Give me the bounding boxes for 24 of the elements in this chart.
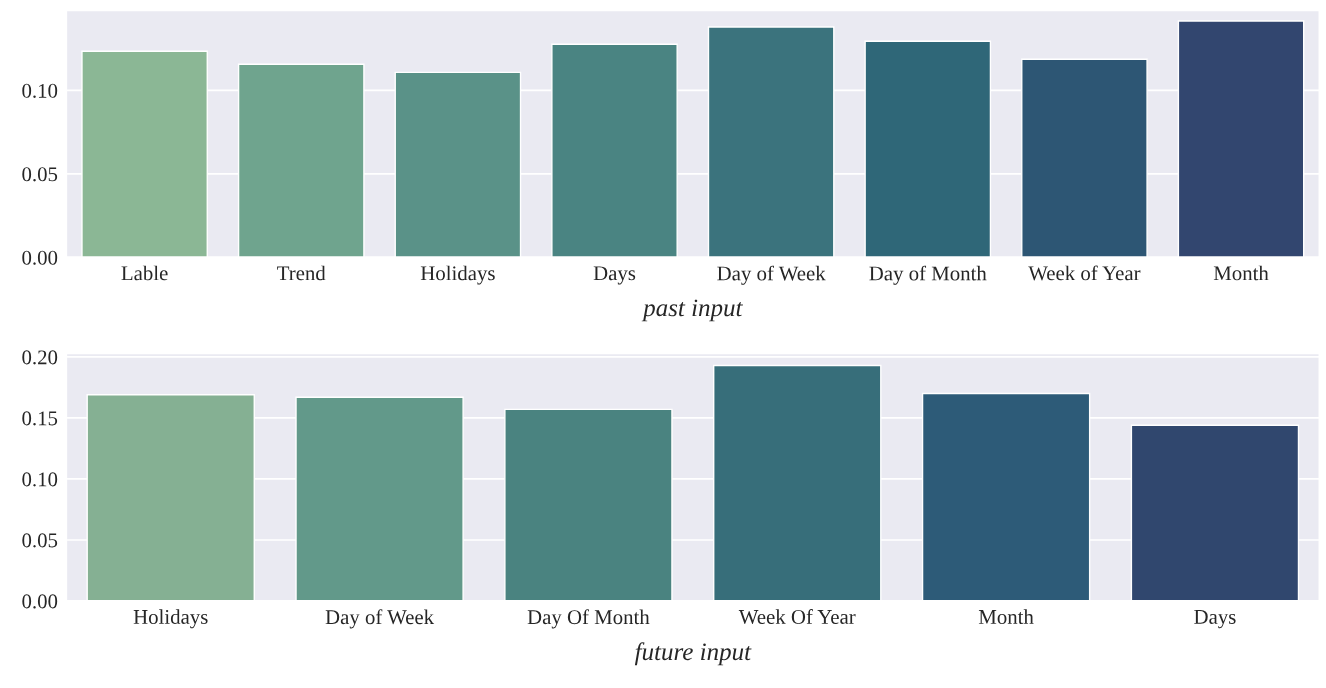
y-tick-label: 0.05 <box>22 533 58 548</box>
y-tick-label: 0.10 <box>22 83 58 98</box>
y-tick-label: 0.00 <box>22 594 58 609</box>
x-axis-title: future input <box>634 642 752 666</box>
x-tick-label: Day of Week <box>717 265 826 285</box>
x-tick-label: Days <box>1194 610 1236 629</box>
y-tick-label: 0.05 <box>22 167 58 182</box>
x-tick-label: Week Of Year <box>738 609 856 625</box>
y-tick-label: 0.15 <box>22 411 58 426</box>
x-tick-label: Month <box>1213 265 1269 281</box>
x-tick-label: Day of Week <box>325 609 435 629</box>
y-tick-label: 0.20 <box>22 350 58 365</box>
x-tick-label: Days <box>593 266 636 285</box>
x-tick-label: Day Of Month <box>527 609 650 629</box>
x-tick-label: Week of Year <box>1028 265 1141 281</box>
x-tick-label: Holidays <box>420 265 495 285</box>
x-tick-label: Day of Month <box>869 265 987 285</box>
y-tick-label: 0.00 <box>22 250 58 265</box>
x-tick-label: Trend <box>277 265 326 281</box>
x-tick-label: Lable <box>121 265 168 281</box>
x-tick-label: Month <box>978 609 1034 624</box>
x-axis-title: past input <box>641 299 743 322</box>
x-tick-label: Holidays <box>133 609 208 629</box>
y-tick-label: 0.10 <box>22 472 58 487</box>
